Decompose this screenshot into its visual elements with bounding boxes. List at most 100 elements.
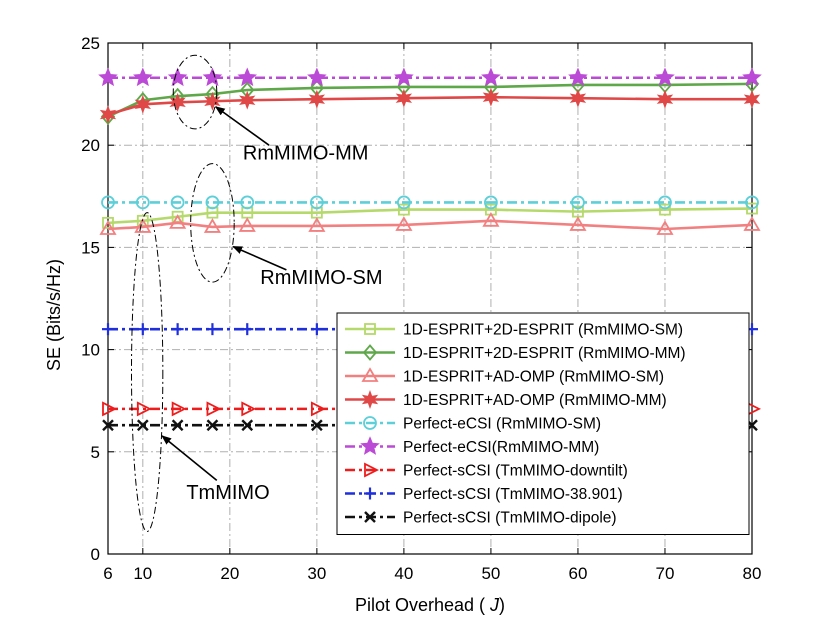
data-point-b — [241, 419, 254, 432]
legend-label: Perfect-eCSI (RmMIMO-SM) — [403, 416, 601, 433]
data-point — [308, 217, 326, 232]
data-point — [743, 89, 761, 109]
data-point — [307, 67, 327, 87]
data-point — [134, 94, 151, 114]
data-point — [311, 419, 323, 432]
data-point — [170, 195, 185, 210]
data-point — [397, 203, 410, 216]
legend-label: 1D-ESPRIT+AD-OMP (RmMIMO-MM) — [403, 392, 667, 409]
legend-marker-b — [364, 511, 376, 523]
legend-entry-5: Perfect-eCSI (RmMIMO-SM) — [345, 416, 601, 433]
x-tick-label: 30 — [307, 564, 326, 583]
legend-marker — [363, 416, 377, 430]
x-tick-label: 70 — [656, 564, 675, 583]
data-point — [571, 195, 585, 210]
legend-entry-7: Perfect-sCSI (TmMIMO-downtilt) — [345, 463, 628, 480]
data-point-b — [311, 419, 323, 432]
annotation-label: TmMIMO — [186, 482, 269, 504]
data-point — [656, 89, 674, 109]
data-point — [169, 92, 186, 112]
x-tick-label: 60 — [568, 564, 587, 583]
legend-label: 1D-ESPRIT+AD-OMP (RmMIMO-SM) — [403, 369, 664, 386]
data-point — [569, 216, 587, 231]
data-point — [133, 67, 153, 87]
data-point — [204, 91, 221, 111]
y-tick-label: 0 — [91, 545, 100, 564]
data-point — [102, 401, 118, 417]
data-point — [203, 218, 221, 233]
data-point-b — [206, 419, 219, 432]
x-tick-label: 20 — [220, 564, 239, 583]
data-point — [202, 67, 223, 87]
legend-entry-9: Perfect-sCSI (TmMIMO-dipole) — [345, 510, 617, 527]
data-point — [206, 401, 222, 417]
annotation-label: RmMIMO-SM — [260, 267, 382, 289]
y-tick-label: 15 — [81, 238, 100, 257]
plot-frame — [107, 42, 753, 555]
series-line-2 — [107, 82, 753, 118]
series-1 — [102, 202, 758, 229]
data-point — [659, 203, 671, 216]
y-axis-label: SE (Bits/s/Hz) — [44, 259, 64, 371]
data-point — [656, 220, 674, 235]
annotation-ellipse — [190, 163, 235, 283]
data-point — [241, 323, 254, 336]
data-point — [135, 195, 150, 210]
data-point-b — [136, 419, 149, 432]
data-point — [395, 88, 413, 108]
data-point — [171, 419, 184, 432]
data-point — [167, 67, 188, 87]
data-point — [308, 89, 326, 109]
data-point — [102, 419, 114, 432]
data-point — [241, 401, 257, 417]
x-axis-label-close: ) — [499, 595, 505, 615]
legend-label: Perfect-eCSI(RmMIMO-MM) — [403, 439, 599, 456]
data-point — [169, 214, 187, 229]
legend-entry-1: 1D-ESPRIT+2D-ESPRIT (RmMIMO-SM) — [345, 322, 683, 339]
annotation-arrow — [214, 106, 270, 146]
x-tick-label: 10 — [133, 564, 152, 583]
x-axis-label-text: Pilot Overhead ( — [355, 595, 485, 615]
legend-label: 1D-ESPRIT+2D-ESPRIT (RmMIMO-MM) — [403, 345, 686, 362]
legend: 1D-ESPRIT+2D-ESPRIT (RmMIMO-SM) 1D-ESPRIT… — [336, 312, 750, 535]
data-point — [743, 216, 761, 231]
series-3 — [99, 212, 761, 235]
data-point — [136, 419, 149, 432]
legend-entry-8: Perfect-sCSI (TmMIMO-38.901) — [345, 486, 623, 503]
data-point — [171, 401, 187, 417]
annotations-layer: RmMIMO-MM RmMIMO-SM TmMIMO — [130, 54, 383, 533]
y-tick-label: 5 — [91, 443, 100, 462]
data-point — [171, 323, 184, 336]
annotation-arrow — [232, 245, 287, 271]
annotation-3: TmMIMO — [130, 212, 270, 533]
series-line-3 — [107, 219, 753, 231]
legend-marker — [364, 462, 380, 478]
data-point — [206, 323, 219, 336]
data-point-b — [171, 419, 184, 432]
data-point — [241, 419, 254, 432]
annotation-label: RmMIMO-MM — [243, 143, 369, 165]
legend-marker — [361, 390, 379, 409]
annotation-2: RmMIMO-SM — [190, 163, 383, 289]
data-point — [310, 401, 326, 417]
data-point — [206, 419, 219, 432]
annotation-ellipse — [130, 212, 164, 533]
legend-marker — [364, 323, 376, 335]
data-point — [746, 202, 758, 215]
data-point — [134, 218, 152, 233]
data-point — [102, 323, 114, 336]
legend-marker — [364, 487, 376, 500]
data-point — [99, 220, 117, 235]
x-tick-label: 50 — [481, 564, 500, 583]
data-point — [394, 67, 414, 87]
legend-entry-2: 1D-ESPRIT+2D-ESPRIT (RmMIMO-MM) — [345, 344, 686, 362]
data-point-b — [102, 419, 114, 432]
y-tick-label: 20 — [81, 136, 100, 155]
x-tick-label: 6 — [103, 564, 112, 583]
x-tick-label: 80 — [743, 564, 762, 583]
legend-entry-4: 1D-ESPRIT+AD-OMP (RmMIMO-MM) — [345, 390, 667, 409]
data-point — [136, 401, 152, 417]
data-point — [568, 67, 588, 87]
data-point — [482, 212, 500, 227]
data-point — [136, 323, 149, 336]
